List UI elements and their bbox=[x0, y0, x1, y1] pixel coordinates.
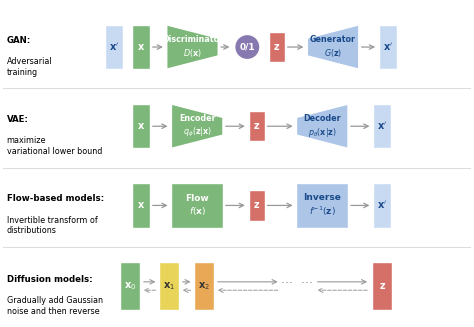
FancyBboxPatch shape bbox=[120, 262, 140, 310]
Polygon shape bbox=[172, 104, 223, 148]
Text: ···  ···: ··· ··· bbox=[281, 277, 313, 290]
Polygon shape bbox=[297, 104, 348, 148]
FancyBboxPatch shape bbox=[172, 183, 223, 228]
Polygon shape bbox=[167, 25, 218, 69]
Text: maximize
variational lower bound: maximize variational lower bound bbox=[7, 136, 102, 156]
Text: $\mathbf{x}$: $\mathbf{x}$ bbox=[137, 121, 145, 131]
Text: Flow-based models:: Flow-based models: bbox=[7, 194, 104, 203]
FancyBboxPatch shape bbox=[132, 25, 150, 69]
FancyBboxPatch shape bbox=[374, 104, 391, 148]
Text: Generator
$G(\mathbf{z})$: Generator $G(\mathbf{z})$ bbox=[310, 35, 356, 59]
Text: $\mathbf{z}$: $\mathbf{z}$ bbox=[273, 42, 281, 52]
FancyBboxPatch shape bbox=[249, 111, 264, 141]
Text: Adversarial
training: Adversarial training bbox=[7, 57, 52, 77]
Text: $\mathbf{x}_2$: $\mathbf{x}_2$ bbox=[198, 280, 210, 292]
Text: Diffusion models:: Diffusion models: bbox=[7, 275, 92, 284]
Text: 0/1: 0/1 bbox=[239, 43, 255, 52]
FancyBboxPatch shape bbox=[297, 183, 348, 228]
FancyBboxPatch shape bbox=[249, 190, 264, 221]
Text: $\mathbf{x}'$: $\mathbf{x}'$ bbox=[377, 199, 387, 211]
FancyBboxPatch shape bbox=[105, 25, 123, 69]
Text: $\mathbf{x}'$: $\mathbf{x}'$ bbox=[109, 41, 119, 53]
Text: $\mathbf{z}$: $\mathbf{z}$ bbox=[253, 121, 260, 131]
Polygon shape bbox=[307, 25, 359, 69]
FancyBboxPatch shape bbox=[159, 262, 179, 310]
Text: Encoder
$q_\phi(\mathbf{z}|\mathbf{x})$: Encoder $q_\phi(\mathbf{z}|\mathbf{x})$ bbox=[179, 114, 216, 139]
FancyBboxPatch shape bbox=[379, 25, 397, 69]
Text: $\mathbf{x}$: $\mathbf{x}$ bbox=[137, 42, 145, 52]
FancyBboxPatch shape bbox=[373, 262, 392, 310]
Text: $\mathbf{x}'$: $\mathbf{x}'$ bbox=[377, 120, 387, 132]
Text: $\mathbf{x}'$: $\mathbf{x}'$ bbox=[383, 41, 393, 53]
Text: $\mathbf{x}_1$: $\mathbf{x}_1$ bbox=[163, 280, 175, 292]
FancyBboxPatch shape bbox=[132, 104, 150, 148]
Text: GAN:: GAN: bbox=[7, 36, 31, 44]
Text: $\mathbf{x}_0$: $\mathbf{x}_0$ bbox=[124, 280, 137, 292]
Text: Inverse
$f^{-1}(\mathbf{z})$: Inverse $f^{-1}(\mathbf{z})$ bbox=[303, 193, 341, 218]
Text: Gradually add Gaussian
noise and then reverse: Gradually add Gaussian noise and then re… bbox=[7, 296, 102, 316]
Text: Decoder
$p_\theta(\mathbf{x}|\mathbf{z})$: Decoder $p_\theta(\mathbf{x}|\mathbf{z})… bbox=[303, 114, 341, 139]
Text: Discriminator
$D(\mathbf{x})$: Discriminator $D(\mathbf{x})$ bbox=[162, 35, 223, 59]
Circle shape bbox=[235, 34, 260, 60]
Text: $\mathbf{x}$: $\mathbf{x}$ bbox=[137, 200, 145, 211]
Text: Flow
$f(\mathbf{x})$: Flow $f(\mathbf{x})$ bbox=[185, 194, 209, 217]
FancyBboxPatch shape bbox=[194, 262, 214, 310]
Text: VAE:: VAE: bbox=[7, 115, 28, 124]
FancyBboxPatch shape bbox=[132, 183, 150, 228]
FancyBboxPatch shape bbox=[374, 183, 391, 228]
Text: $\mathbf{z}$: $\mathbf{z}$ bbox=[379, 281, 386, 291]
FancyBboxPatch shape bbox=[269, 32, 285, 62]
Text: $\mathbf{z}$: $\mathbf{z}$ bbox=[253, 200, 260, 211]
Text: Invertible transform of
distributions: Invertible transform of distributions bbox=[7, 216, 97, 235]
